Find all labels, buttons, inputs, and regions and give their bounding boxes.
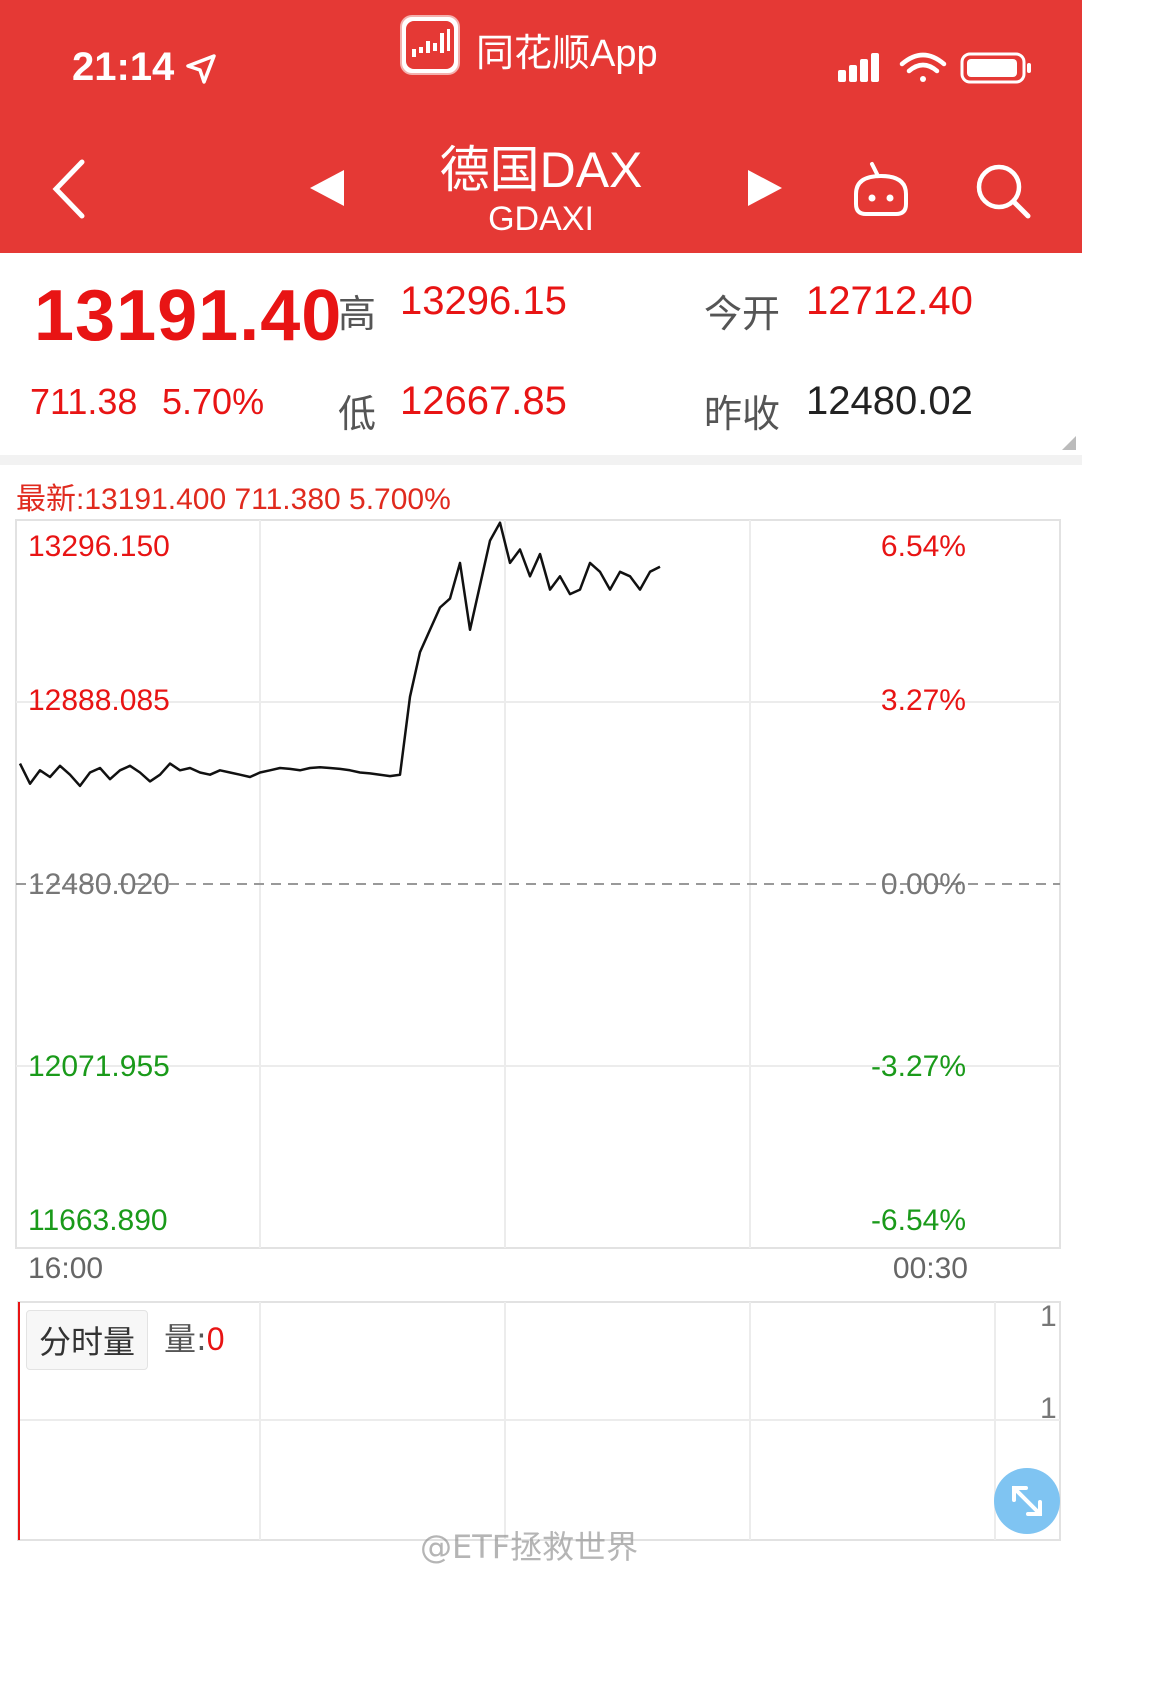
time-end: 00:30 — [892, 1252, 968, 1285]
status-time: 21:14 — [72, 45, 175, 89]
price-line — [18, 521, 661, 788]
pct-tick-5: -6.54% — [870, 1204, 966, 1237]
app-screen: 21:14 同花顺App — [0, 0, 1082, 1566]
pct-tick-1: 6.54% — [880, 530, 966, 563]
right-margin — [1082, 0, 1170, 1697]
divider — [0, 455, 1082, 465]
stock-code: GDAXI — [488, 200, 594, 238]
back-icon[interactable] — [46, 156, 90, 222]
price-tick-5: 11663.890 — [28, 1204, 168, 1237]
latest-readout: 最新:13191.400 711.380 5.700% — [16, 483, 451, 516]
high-label: 高 — [338, 292, 377, 336]
pct-tick-3: 0.00% — [880, 868, 966, 901]
header-bar: 21:14 同花顺App — [0, 0, 1082, 253]
status-icons — [838, 52, 1031, 84]
fullscreen-button[interactable] — [994, 1468, 1060, 1534]
battery-icon — [960, 52, 1031, 84]
volume-tick-top: 1 — [1040, 1300, 1057, 1333]
open-label: 今开 — [704, 292, 781, 336]
location-icon — [186, 54, 216, 84]
watermark-text: @ETF拯救世界 — [420, 1528, 639, 1566]
low-label: 低 — [338, 392, 377, 436]
change-value: 711.38 — [30, 381, 138, 422]
page-title: 德国DAX — [439, 142, 643, 198]
robot-assistant-icon[interactable] — [848, 160, 914, 220]
intraday-chart[interactable] — [0, 515, 1082, 1255]
volume-value: 0 — [206, 1321, 225, 1357]
next-stock-icon[interactable] — [744, 166, 786, 210]
change-percent: 5.70% — [162, 381, 265, 422]
expand-corner-icon[interactable] — [1062, 436, 1076, 450]
open-value: 12712.40 — [806, 279, 973, 323]
volume-readout: 量:0 — [164, 1314, 225, 1360]
price-tick-2: 12888.085 — [28, 684, 170, 717]
pct-tick-2: 3.27% — [880, 684, 966, 717]
expand-icon — [1012, 1486, 1042, 1516]
prev-close-value: 12480.02 — [806, 379, 973, 423]
price-tick-3: 12480.020 — [28, 868, 170, 901]
price-tick-1: 13296.150 — [28, 530, 170, 563]
low-value: 12667.85 — [400, 379, 567, 423]
volume-tab[interactable]: 分时量 — [26, 1310, 149, 1370]
volume-label: 量: — [164, 1320, 207, 1358]
volume-chart[interactable] — [0, 1300, 1082, 1545]
quote-panel: 13191.40 711.38 5.70% 高 13296.15 低 12667… — [0, 253, 1082, 458]
prev-stock-icon[interactable] — [306, 166, 348, 210]
pct-tick-4: -3.27% — [870, 1050, 966, 1083]
app-name[interactable]: 同花顺App — [476, 33, 658, 75]
time-start: 16:00 — [28, 1252, 104, 1285]
wifi-icon — [899, 52, 947, 82]
volume-tick-mid: 1 — [1040, 1392, 1057, 1425]
signal-icon — [838, 53, 879, 82]
price-tick-4: 12071.955 — [28, 1050, 170, 1083]
prev-close-label: 昨收 — [704, 392, 781, 436]
search-icon[interactable] — [972, 160, 1034, 222]
app-logo-icon[interactable] — [400, 15, 460, 75]
last-price: 13191.40 — [34, 276, 343, 356]
high-value: 13296.15 — [400, 279, 567, 323]
